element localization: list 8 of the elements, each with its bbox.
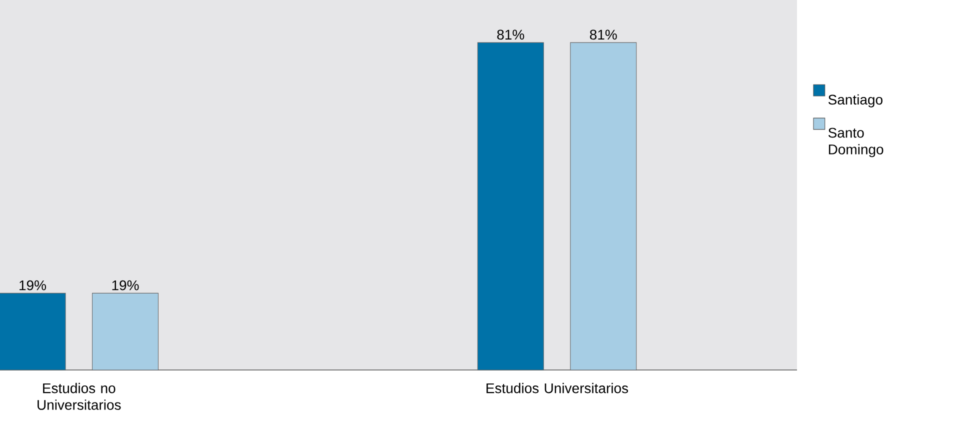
data-label: 81%	[497, 30, 524, 40]
legend-label: Santo Domingo	[828, 128, 884, 158]
data-label: 81%	[590, 30, 617, 40]
data-label: 19%	[112, 280, 139, 290]
data-label: 19%	[20, 280, 46, 290]
x-tick-label: Estudios no Universitarios	[38, 382, 121, 410]
legend-label: Santiago	[828, 94, 882, 108]
x-tick-label: Estudios Universitarios	[486, 382, 628, 394]
